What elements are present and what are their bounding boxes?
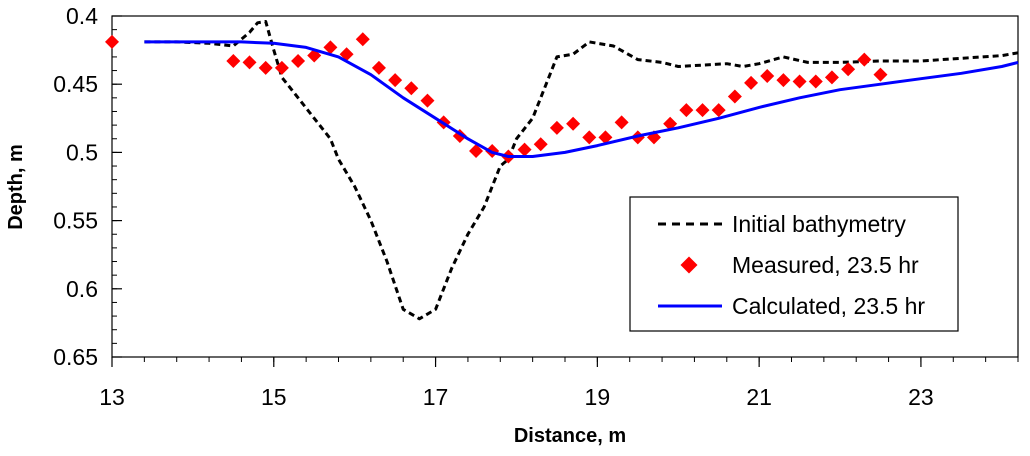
series-layer: [105, 20, 1019, 321]
series-line-calculated-23-5-hr: [144, 40, 1019, 158]
measured-point: [355, 32, 370, 47]
y-tick-label: 0.6: [66, 276, 98, 302]
legend-label-calculated: Calculated, 23.5 hr: [732, 293, 925, 319]
measured-point: [517, 142, 532, 157]
measured-point: [792, 74, 807, 89]
measured-point: [841, 62, 856, 77]
legend: Initial bathymetry Measured, 23.5 hr Cal…: [629, 196, 959, 332]
measured-point: [105, 34, 119, 49]
x-tick-label: 19: [585, 384, 611, 410]
measured-point: [760, 69, 775, 84]
measured-point: [824, 70, 839, 85]
measured-point: [226, 54, 241, 69]
measured-point: [776, 73, 791, 88]
y-tick-label: 0.5: [66, 139, 98, 165]
measured-point: [258, 60, 273, 75]
measured-point: [549, 120, 564, 135]
x-axis-title: Distance, m: [514, 425, 626, 447]
legend-label-measured: Measured, 23.5 hr: [732, 252, 919, 278]
measured-point: [711, 103, 726, 118]
legend-label-initial-bathymetry: Initial bathymetry: [732, 211, 906, 237]
y-tick-label: 0.45: [53, 71, 98, 97]
series-line-initial-bathymetry: [144, 20, 1019, 321]
measured-point: [744, 75, 759, 90]
x-tick-label: 23: [908, 384, 934, 410]
x-tick-label: 15: [261, 384, 287, 410]
measured-point: [388, 73, 403, 88]
measured-point: [727, 89, 742, 104]
measured-point: [614, 115, 629, 130]
x-tick-label: 13: [99, 384, 125, 410]
measured-point: [274, 60, 289, 75]
y-tick-label: 0.55: [53, 208, 98, 234]
measured-point: [420, 93, 435, 108]
measured-point: [371, 60, 386, 75]
y-tick-label: 0.65: [53, 344, 98, 370]
measured-point: [323, 40, 338, 55]
measured-point: [695, 103, 710, 118]
measured-point: [857, 52, 872, 67]
x-tick-label: 21: [746, 384, 772, 410]
measured-point: [582, 130, 597, 145]
measured-point: [533, 137, 548, 152]
measured-point: [404, 81, 419, 96]
measured-point: [679, 103, 694, 118]
measured-point: [598, 130, 613, 145]
measured-point: [291, 54, 306, 69]
measured-point: [873, 67, 888, 82]
measured-point: [566, 116, 581, 131]
y-tick-label: 0.4: [66, 3, 98, 29]
measured-point: [808, 74, 823, 89]
measured-point: [339, 47, 354, 62]
measured-point: [469, 144, 484, 159]
measured-point: [242, 55, 257, 70]
y-axis-title: Depth, m: [5, 144, 27, 230]
x-tick-label: 17: [423, 384, 449, 410]
legend-swatch-measured: [680, 256, 698, 274]
